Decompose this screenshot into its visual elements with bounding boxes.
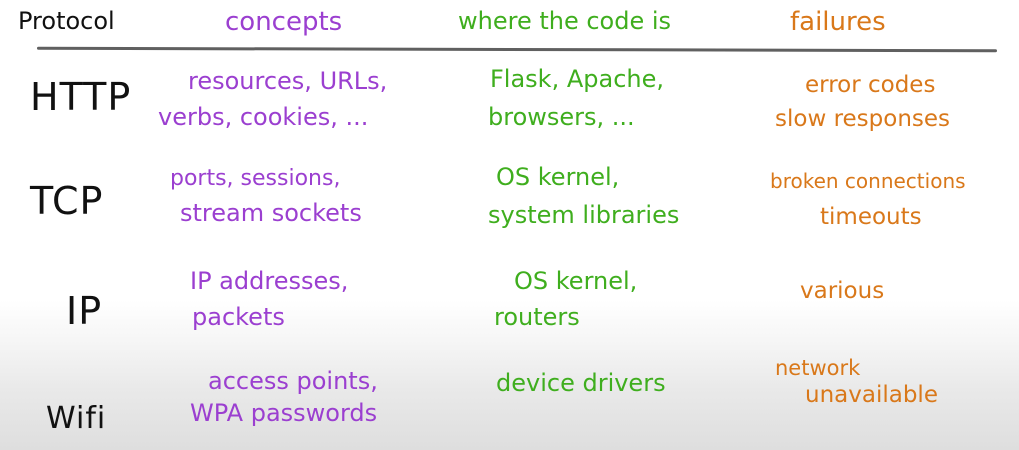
header-divider <box>36 46 998 53</box>
tcp-code-line-1: OS kernel, <box>496 163 620 191</box>
wifi-concepts-line-1: access points, <box>208 367 378 395</box>
ip-failures-line-1: various <box>800 278 885 304</box>
header-protocol: Protocol <box>18 7 115 35</box>
ip-code-line-2: routers <box>494 303 580 331</box>
header-concepts: concepts <box>225 7 343 37</box>
ip-concepts-line-2: packets <box>192 303 285 331</box>
header-code-location: where the code is <box>458 7 672 35</box>
protocol-http: HTTP <box>30 75 132 119</box>
http-code-line-1: Flask, Apache, <box>490 65 664 93</box>
tcp-concepts-line-2: stream sockets <box>180 199 362 227</box>
wifi-failures-line-1: network <box>775 356 861 380</box>
tcp-concepts-line-1: ports, sessions, <box>170 166 341 191</box>
ip-concepts-line-1: IP addresses, <box>190 267 349 295</box>
wifi-concepts-line-2: WPA passwords <box>190 399 378 427</box>
header-failures: failures <box>790 7 886 37</box>
http-concepts-line-2: verbs, cookies, ... <box>158 103 369 131</box>
wifi-failures-line-2: unavailable <box>805 382 938 408</box>
protocol-tcp: TCP <box>30 179 104 223</box>
tcp-failures-line-1: broken connections <box>770 169 966 193</box>
http-failures-line-1: error codes <box>805 72 936 98</box>
wifi-code-line-1: device drivers <box>496 369 666 397</box>
tcp-failures-line-2: timeouts <box>820 204 922 230</box>
protocol-ip: IP <box>66 289 103 333</box>
http-concepts-line-1: resources, URLs, <box>188 67 388 95</box>
ip-code-line-1: OS kernel, <box>514 267 638 295</box>
http-code-line-2: browsers, ... <box>488 103 635 131</box>
tcp-code-line-2: system libraries <box>488 201 680 229</box>
protocol-wifi: Wifi <box>46 401 107 436</box>
http-failures-line-2: slow responses <box>775 106 951 132</box>
